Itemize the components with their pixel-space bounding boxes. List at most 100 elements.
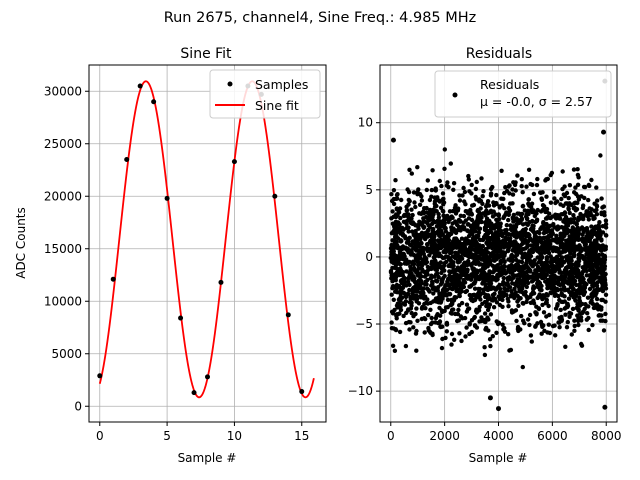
data-point-residual — [479, 315, 484, 320]
data-point-residual — [498, 244, 503, 250]
series-line-sine-fit — [98, 80, 315, 399]
data-point-residual — [561, 248, 566, 254]
data-point-residual — [534, 273, 539, 278]
data-point-residual — [439, 345, 445, 351]
data-point-residual — [568, 251, 573, 256]
data-point-residual — [398, 239, 403, 244]
data-point-residual — [405, 292, 411, 297]
data-point-residual — [429, 266, 434, 272]
data-point-residual — [460, 267, 466, 273]
data-point-residual — [546, 239, 551, 244]
data-point-residual — [600, 264, 605, 270]
data-point-residual — [576, 322, 581, 328]
data-point-residual — [495, 277, 500, 282]
x-tick-label: 15 — [294, 429, 309, 443]
data-point-residual — [600, 224, 605, 229]
data-point-residual — [536, 279, 541, 284]
data-point-residual — [492, 291, 497, 296]
data-point-residual — [589, 207, 594, 212]
data-point-residual — [554, 215, 559, 221]
data-point-residual — [505, 281, 510, 286]
data-point-residual — [481, 278, 486, 283]
data-point-residual — [590, 322, 595, 328]
data-point-residual — [567, 289, 572, 295]
data-point-residual — [569, 270, 574, 275]
data-point-residual — [564, 201, 570, 206]
data-point-residual — [497, 296, 502, 302]
data-point-residual — [415, 240, 420, 245]
data-point-residual — [552, 196, 557, 201]
data-point-residual — [577, 291, 583, 296]
data-point-residual — [442, 147, 447, 152]
data-point-residual — [389, 257, 394, 263]
data-point-residual — [425, 272, 430, 277]
data-point-residual — [506, 332, 511, 337]
data-point-residual — [417, 202, 423, 207]
data-point-residual — [460, 193, 465, 198]
data-point-residual — [572, 216, 577, 221]
data-point-residual — [405, 308, 411, 313]
data-point-residual — [468, 247, 473, 252]
data-point-residual — [541, 221, 546, 226]
data-point-residual — [449, 311, 455, 316]
data-point-residual — [474, 268, 479, 273]
data-point-residual — [593, 245, 598, 250]
data-point-residual — [501, 327, 506, 332]
data-point-residual — [579, 225, 585, 230]
data-point-residual — [530, 278, 535, 283]
data-point-residual — [414, 306, 419, 311]
data-point-residual — [453, 203, 458, 208]
data-point-residual — [420, 258, 426, 263]
data-point-residual — [534, 268, 539, 273]
data-point-residual — [397, 329, 403, 335]
data-point-residual — [554, 246, 560, 251]
data-point-residual — [584, 317, 589, 322]
data-point-residual — [494, 192, 499, 198]
data-point-residual — [488, 221, 494, 226]
data-point-residual — [492, 265, 497, 270]
data-point-residual — [507, 348, 512, 353]
data-point-residual — [507, 191, 512, 196]
data-point-residual — [536, 284, 541, 290]
data-point-residual — [430, 243, 436, 248]
data-point-residual — [389, 192, 394, 197]
data-point-residual — [529, 205, 534, 210]
data-point-residual — [541, 230, 547, 236]
data-point-residual — [465, 239, 471, 245]
data-point-residual — [389, 320, 394, 325]
data-point-residual — [429, 210, 435, 215]
data-point-residual — [427, 197, 433, 203]
data-point-residual — [594, 207, 599, 213]
data-point-residual — [409, 252, 414, 257]
data-point-residual — [446, 218, 451, 223]
data-point-residual — [389, 198, 395, 204]
data-point-residual — [498, 228, 504, 233]
data-point-residual — [483, 220, 488, 225]
data-point-residual — [421, 296, 427, 301]
data-point-residual — [429, 315, 434, 321]
data-point-residual — [390, 284, 396, 289]
data-point-residual — [393, 231, 398, 237]
data-point-residual — [589, 298, 594, 303]
data-point-residual — [510, 187, 515, 192]
data-point-residual — [443, 237, 448, 242]
y-tick-label: −10 — [348, 384, 373, 398]
data-point-residual — [411, 314, 416, 319]
data-point-residual — [542, 328, 547, 333]
data-point-residual — [473, 186, 479, 192]
data-point-residual — [512, 239, 517, 244]
data-point-residual — [590, 283, 595, 288]
data-point-residual — [570, 306, 576, 312]
data-point-residual — [511, 219, 516, 224]
data-point-residual — [506, 304, 511, 309]
data-point-residual — [513, 180, 518, 185]
data-point-residual — [589, 275, 594, 280]
chart-sine-fit: Sine Fit 0 5 10 15 0 5000 10000 15000 20000 25000… — [14, 46, 327, 465]
data-point-residual — [427, 225, 433, 230]
data-point-residual — [411, 325, 416, 330]
x-tick-label: 6000 — [537, 429, 568, 443]
data-point-residual — [394, 272, 399, 277]
legend-label-samples: Samples — [255, 77, 308, 92]
data-point-residual — [391, 238, 397, 243]
data-point-residual — [477, 274, 482, 279]
